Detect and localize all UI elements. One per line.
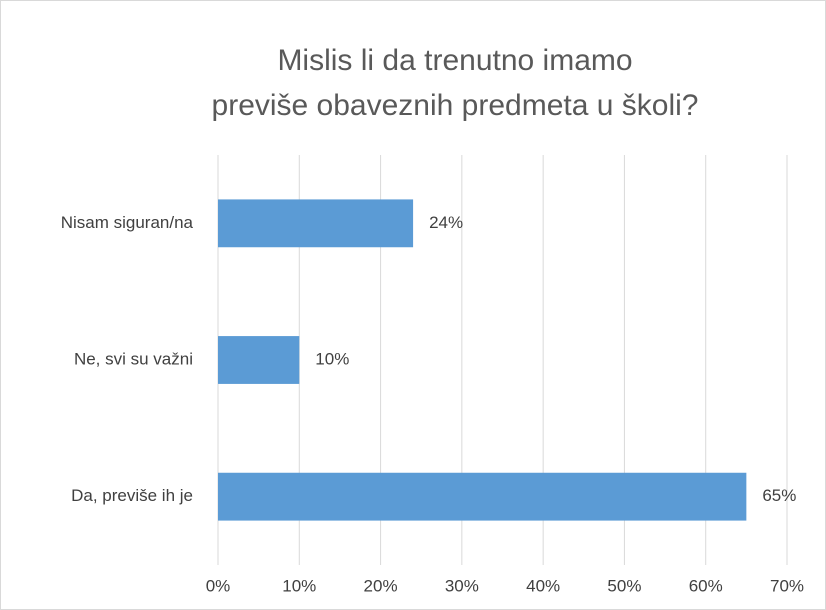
data-label: 10% bbox=[315, 349, 349, 368]
x-tick-label: 40% bbox=[526, 576, 560, 595]
x-tick-label: 50% bbox=[607, 576, 641, 595]
y-tick-label: Ne, svi su važni bbox=[74, 349, 193, 368]
y-tick-label: Da, previše ih je bbox=[71, 486, 193, 505]
data-label: 24% bbox=[429, 213, 463, 232]
bar bbox=[218, 472, 747, 521]
x-tick-label: 60% bbox=[689, 576, 723, 595]
chart-title: previše obaveznih predmeta u školi? bbox=[212, 89, 699, 122]
x-tick-label: 70% bbox=[770, 576, 804, 595]
data-label: 65% bbox=[762, 486, 796, 505]
bar bbox=[218, 336, 300, 384]
x-tick-label: 0% bbox=[206, 576, 231, 595]
x-tick-label: 10% bbox=[282, 576, 316, 595]
chart-title: Mislis li da trenutno imamo bbox=[277, 44, 632, 77]
x-tick-label: 30% bbox=[445, 576, 479, 595]
y-tick-label: Nisam siguran/na bbox=[61, 213, 194, 232]
x-tick-label: 20% bbox=[364, 576, 398, 595]
bar bbox=[218, 199, 414, 248]
